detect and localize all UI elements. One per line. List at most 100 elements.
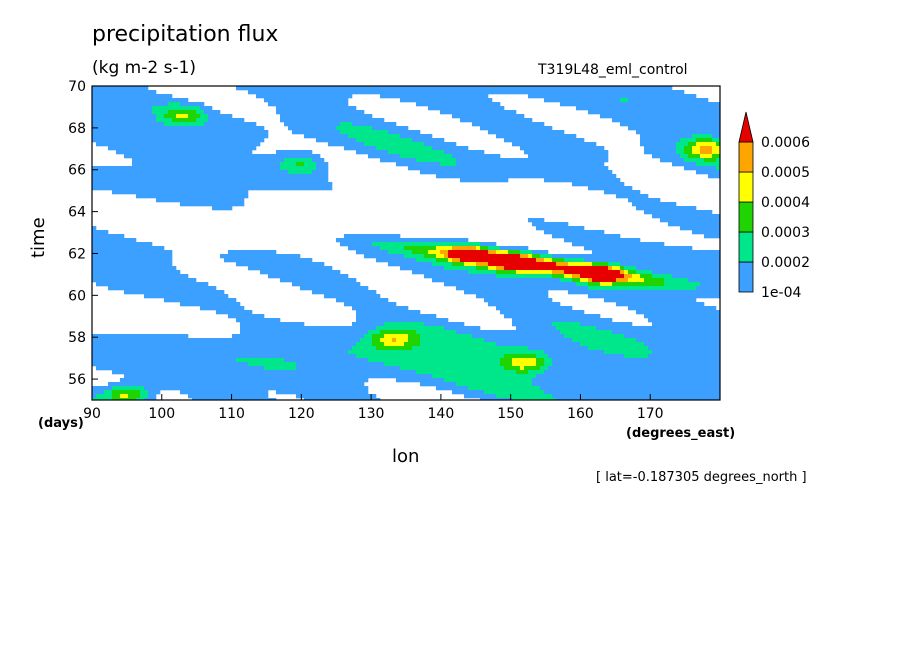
heatmap-cell [492, 258, 497, 263]
heatmap-cell [664, 270, 669, 275]
heatmap-cell [584, 154, 589, 159]
heatmap-cell [268, 86, 273, 91]
heatmap-cell [416, 130, 421, 135]
heatmap-cell [108, 106, 113, 111]
heatmap-cell [520, 286, 525, 291]
heatmap-cell [708, 278, 713, 283]
heatmap-cell [180, 114, 185, 119]
heatmap-cell [444, 102, 449, 107]
heatmap-cell [648, 122, 653, 127]
heatmap-cell [676, 94, 681, 99]
heatmap-cell [572, 102, 577, 107]
heatmap-cell [400, 146, 405, 151]
heatmap-cell [296, 162, 301, 167]
heatmap-cell [412, 238, 417, 243]
heatmap-cell [620, 290, 625, 295]
heatmap-cell [136, 290, 141, 295]
heatmap-cell [396, 306, 401, 311]
heatmap-cell [680, 94, 685, 99]
heatmap-cell [288, 166, 293, 171]
heatmap-cell [300, 158, 305, 163]
heatmap-cell [528, 298, 533, 303]
heatmap-cell [628, 194, 633, 199]
heatmap-cell [644, 146, 649, 151]
heatmap-cell [236, 142, 241, 147]
heatmap-cell [520, 158, 525, 163]
heatmap-cell [160, 194, 165, 199]
heatmap-cell [644, 210, 649, 215]
heatmap-cell [656, 274, 661, 279]
heatmap-cell [644, 298, 649, 303]
heatmap-cell [716, 134, 720, 139]
heatmap-cell [348, 114, 353, 119]
heatmap-cell [556, 278, 561, 283]
heatmap-cell [408, 90, 413, 95]
heatmap-cell [216, 202, 221, 207]
heatmap-cell [320, 178, 325, 183]
heatmap-cell [452, 238, 457, 243]
heatmap-cell [596, 234, 601, 239]
heatmap-cell [308, 106, 313, 111]
heatmap-cell [136, 150, 141, 155]
heatmap-cell [532, 282, 537, 287]
heatmap-cell [552, 178, 557, 183]
heatmap-cell [492, 274, 497, 279]
heatmap-cell [560, 222, 565, 227]
heatmap-cell [480, 246, 485, 251]
heatmap-cell [92, 174, 97, 179]
heatmap-cell [124, 102, 129, 107]
heatmap-cell [596, 294, 601, 299]
heatmap-cell [688, 158, 693, 163]
heatmap-cell [428, 266, 433, 271]
heatmap-cell [372, 246, 377, 251]
heatmap-cell [412, 242, 417, 247]
heatmap-cell [500, 278, 505, 283]
heatmap-cell [168, 178, 173, 183]
heatmap-cell [144, 106, 149, 111]
heatmap-cell [432, 98, 437, 103]
heatmap-cell [708, 282, 713, 287]
heatmap-cell [128, 122, 133, 127]
heatmap-cell [464, 94, 469, 99]
heatmap-cell [600, 246, 605, 251]
heatmap-cell [320, 94, 325, 99]
heatmap-cell [600, 254, 605, 259]
heatmap-cell [444, 146, 449, 151]
heatmap-cell [596, 258, 601, 263]
heatmap-cell [564, 270, 569, 275]
heatmap-cell [356, 250, 361, 255]
heatmap-cell [704, 262, 709, 267]
heatmap-cell [652, 306, 657, 311]
heatmap-cell [224, 202, 229, 207]
heatmap-cell [484, 118, 489, 123]
heatmap-cell [624, 238, 629, 243]
heatmap-cell [140, 162, 145, 167]
heatmap-cell [372, 122, 377, 127]
heatmap-cell [472, 162, 477, 167]
heatmap-cell [644, 142, 649, 147]
heatmap-cell [212, 114, 217, 119]
heatmap-cell [96, 282, 101, 287]
heatmap-cell [704, 286, 709, 291]
heatmap-cell [168, 258, 173, 263]
heatmap-cell [640, 198, 645, 203]
heatmap-cell [220, 190, 225, 195]
heatmap-cell [240, 262, 245, 267]
heatmap-cell [376, 118, 381, 123]
heatmap-cell [360, 242, 365, 247]
heatmap-cell [480, 166, 485, 171]
heatmap-cell [136, 162, 141, 167]
heatmap-cell [620, 254, 625, 259]
heatmap-cell [536, 306, 541, 311]
heatmap-cell [476, 102, 481, 107]
heatmap-cell [240, 130, 245, 135]
heatmap-cell [144, 258, 149, 263]
heatmap-cell [200, 294, 205, 299]
heatmap-cell [492, 298, 497, 303]
heatmap-cell [636, 206, 641, 211]
heatmap-cell [240, 122, 245, 127]
heatmap-cell [304, 130, 309, 135]
heatmap-cell [308, 114, 313, 119]
heatmap-cell [532, 130, 537, 135]
heatmap-cell [176, 122, 181, 127]
